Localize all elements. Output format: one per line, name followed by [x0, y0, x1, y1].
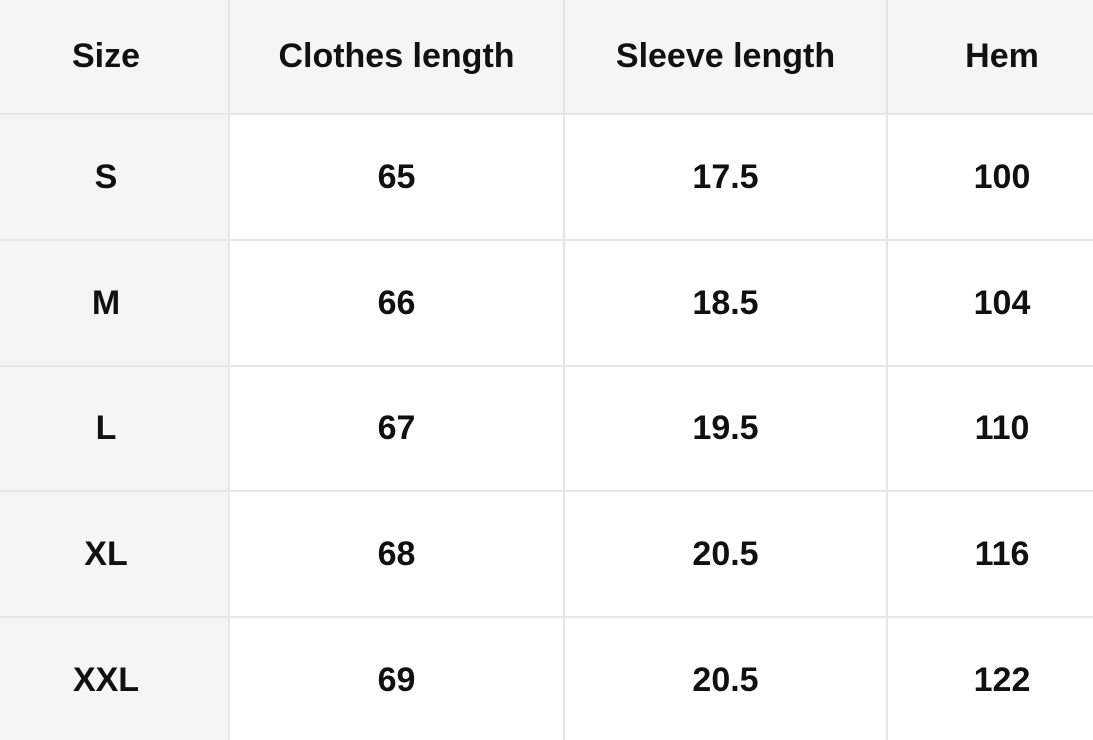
table-cell: 104: [888, 241, 1093, 367]
table-cell: 122: [888, 618, 1093, 740]
table-cell: 18.5: [565, 241, 888, 367]
table-cell: 100: [888, 115, 1093, 241]
table-cell: 20.5: [565, 492, 888, 618]
table-cell: 20.5: [565, 618, 888, 740]
table-cell: S: [0, 115, 230, 241]
table-cell: 19.5: [565, 367, 888, 492]
table-cell: 17.5: [565, 115, 888, 241]
header-cell: Hem: [888, 0, 1093, 115]
table-cell: 110: [888, 367, 1093, 492]
table-cell: M: [0, 241, 230, 367]
table-cell: 69: [230, 618, 565, 740]
table-cell: 68: [230, 492, 565, 618]
table-cell: 116: [888, 492, 1093, 618]
table-cell: 65: [230, 115, 565, 241]
table-cell: XXL: [0, 618, 230, 740]
header-cell: Sleeve length: [565, 0, 888, 115]
table-cell: 66: [230, 241, 565, 367]
header-cell: Clothes length: [230, 0, 565, 115]
table-cell: L: [0, 367, 230, 492]
table-cell: 67: [230, 367, 565, 492]
header-cell: Size: [0, 0, 230, 115]
table-cell: XL: [0, 492, 230, 618]
